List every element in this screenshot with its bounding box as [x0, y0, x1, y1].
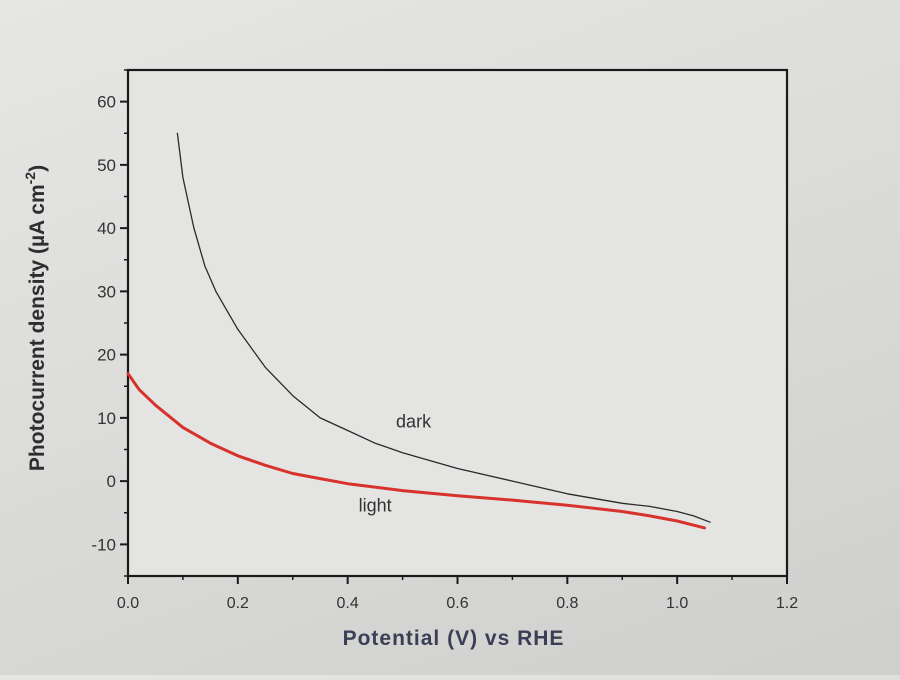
x-tick-label: 0.4	[337, 595, 359, 612]
x-tick-label: 1.0	[666, 595, 688, 612]
x-tick-label: 0.2	[227, 595, 249, 612]
y-tick-label: 60	[97, 93, 116, 112]
plot-area	[128, 70, 787, 576]
annotation-dark: dark	[396, 411, 432, 431]
x-tick-label: 0.6	[446, 595, 468, 612]
x-tick-label: 0.8	[556, 595, 578, 612]
y-tick-label: 30	[97, 282, 116, 301]
x-tick-label: 1.2	[776, 595, 798, 612]
series-line-dark	[176, 132, 711, 523]
y-axis-label: Photocurrent density (µA cm-2)	[22, 165, 49, 471]
y-tick-label: 0	[107, 472, 116, 491]
x-tick-label: 0.0	[117, 595, 139, 612]
y-tick-label: 10	[97, 409, 116, 428]
annotation-light: light	[359, 495, 392, 515]
y-tick-label: -10	[91, 535, 116, 554]
x-axis-label: Potential (V) vs RHE	[343, 627, 565, 650]
y-tick-label: 40	[97, 219, 116, 238]
y-tick-label: 20	[97, 346, 116, 365]
y-tick-label: 50	[97, 156, 116, 175]
series-line-light	[126, 372, 707, 530]
